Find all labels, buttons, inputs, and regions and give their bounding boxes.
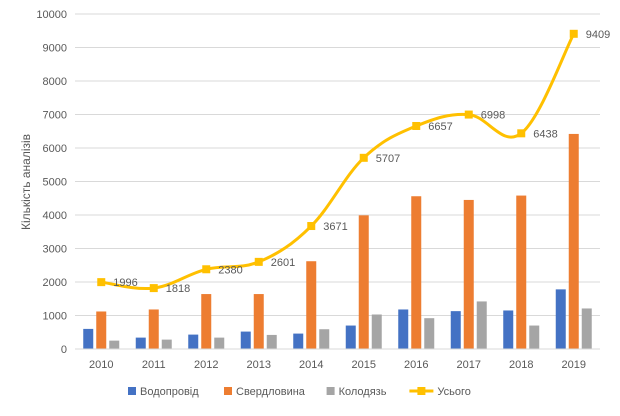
bar bbox=[306, 261, 317, 349]
y-tick-label: 7000 bbox=[43, 110, 67, 122]
bar-series bbox=[83, 133, 592, 349]
bar bbox=[148, 309, 159, 349]
data-label: 5707 bbox=[376, 153, 400, 165]
legend: Водопровід Свердловина Колодязь Усього bbox=[128, 386, 471, 398]
bar bbox=[450, 311, 461, 349]
total-line bbox=[101, 33, 576, 291]
bar bbox=[424, 318, 435, 349]
bar bbox=[135, 337, 146, 349]
bar bbox=[358, 215, 369, 349]
bar bbox=[319, 329, 330, 349]
line-point-marker bbox=[517, 129, 526, 138]
bar bbox=[96, 311, 107, 349]
x-tick-label: 2019 bbox=[562, 359, 586, 371]
y-tick-label: 9000 bbox=[43, 43, 67, 55]
bar bbox=[188, 334, 199, 349]
bar bbox=[516, 195, 527, 349]
data-label: 1818 bbox=[166, 283, 190, 295]
x-tick-labels: 2010 2011 2012 2013 2014 2015 2016 2017 2018 2019 bbox=[89, 359, 586, 371]
line-point-marker bbox=[307, 222, 316, 231]
x-tick-label: 2010 bbox=[89, 359, 113, 371]
legend-label: Усього bbox=[437, 386, 471, 398]
x-tick-label: 2012 bbox=[194, 359, 218, 371]
legend-swatch bbox=[417, 387, 426, 395]
bar bbox=[371, 314, 382, 349]
bar bbox=[201, 294, 212, 349]
bar bbox=[109, 340, 120, 349]
legend-swatch bbox=[128, 387, 136, 395]
y-tick-label: 3000 bbox=[43, 244, 67, 256]
x-tick-label: 2011 bbox=[142, 359, 166, 371]
bar bbox=[266, 334, 277, 349]
y-tick-label: 6000 bbox=[43, 143, 67, 155]
line-point-marker bbox=[569, 29, 578, 38]
data-label: 2380 bbox=[218, 264, 242, 276]
line-point-marker bbox=[97, 278, 106, 287]
bar bbox=[555, 289, 566, 349]
y-tick-label: 10000 bbox=[36, 9, 67, 21]
legend-label: Колодязь bbox=[339, 386, 387, 398]
legend-label: Свердловина bbox=[236, 386, 306, 398]
y-tick-label: 8000 bbox=[43, 76, 67, 88]
x-tick-label: 2014 bbox=[299, 359, 323, 371]
bar bbox=[240, 331, 251, 349]
bar bbox=[581, 308, 592, 349]
y-axis-label: Кількість аналізів bbox=[19, 134, 33, 230]
bar bbox=[503, 310, 514, 349]
data-label: 3671 bbox=[323, 221, 347, 233]
total-line-series: 1996 1818 2380 2601 3671 5707 6657 6998 6438 9409 bbox=[97, 29, 610, 295]
bar bbox=[411, 196, 422, 349]
x-tick-label: 2018 bbox=[509, 359, 533, 371]
y-tick-label: 5000 bbox=[43, 177, 67, 189]
bar bbox=[476, 301, 487, 349]
line-point-marker bbox=[359, 153, 368, 162]
y-tick-label: 1000 bbox=[43, 311, 67, 323]
x-tick-label: 2016 bbox=[404, 359, 428, 371]
data-label: 1996 bbox=[113, 277, 137, 289]
bar bbox=[253, 294, 264, 349]
data-label: 2601 bbox=[271, 257, 295, 269]
line-point-marker bbox=[254, 257, 263, 266]
y-tick-label: 2000 bbox=[43, 277, 67, 289]
bar bbox=[529, 325, 540, 349]
data-label: 6998 bbox=[481, 110, 505, 122]
bar bbox=[214, 337, 225, 349]
bar bbox=[568, 133, 579, 349]
y-tick-label: 0 bbox=[61, 344, 67, 356]
gridlines bbox=[75, 13, 600, 316]
y-tick-labels: 0 1000 2000 3000 4000 5000 6000 7000 8000 9000 100… bbox=[36, 9, 67, 356]
line-point-marker bbox=[412, 121, 421, 130]
bar bbox=[463, 199, 474, 349]
line-point-marker bbox=[464, 110, 473, 119]
bar bbox=[161, 339, 172, 349]
bar bbox=[293, 333, 304, 349]
legend-swatch bbox=[326, 387, 335, 395]
bar bbox=[83, 328, 94, 349]
line-point-marker bbox=[202, 265, 211, 274]
data-label: 9409 bbox=[586, 29, 610, 41]
data-label: 6438 bbox=[533, 128, 557, 140]
x-tick-label: 2015 bbox=[352, 359, 376, 371]
bar bbox=[398, 309, 409, 349]
legend-label: Водопровід bbox=[140, 386, 199, 398]
x-tick-label: 2017 bbox=[457, 359, 481, 371]
y-tick-label: 4000 bbox=[43, 210, 67, 222]
x-tick-label: 2013 bbox=[247, 359, 271, 371]
legend-swatch bbox=[224, 387, 232, 395]
line-point-marker bbox=[149, 284, 158, 293]
bar bbox=[345, 325, 356, 349]
data-label: 6657 bbox=[428, 121, 452, 133]
